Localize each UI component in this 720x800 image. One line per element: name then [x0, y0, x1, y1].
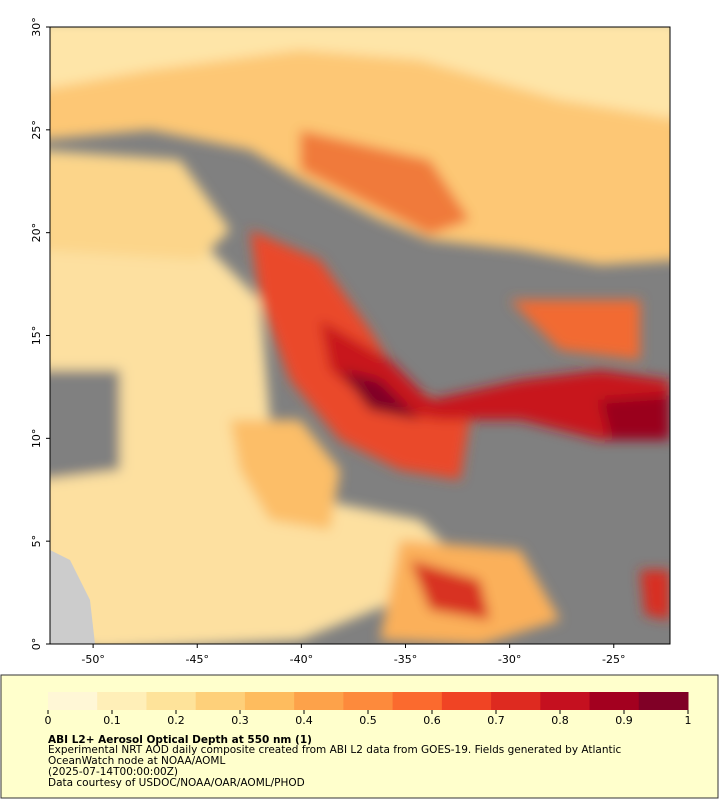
colorbar-swatch: [146, 692, 197, 710]
y-tick-label: 0°: [30, 638, 43, 651]
colorbar-swatch: [441, 692, 492, 710]
colorbar-swatch: [589, 692, 640, 710]
colorbar-tick-label: 0.2: [167, 714, 185, 727]
y-tick-label: 15°: [30, 326, 43, 346]
axes: -50° -45° -40° -35° -30° -25° 0° 5° 10° 15° 20° 25°…: [30, 17, 626, 666]
y-tick-label: 5°: [30, 535, 43, 548]
colorbar-tick-label: 0.6: [423, 714, 441, 727]
colorbar-tick-label: 0.7: [487, 714, 505, 727]
y-tick-label: 25°: [30, 120, 43, 140]
colorbar-swatch: [392, 692, 443, 710]
x-tick-label: -35°: [394, 653, 417, 666]
colorbar-swatch: [195, 692, 246, 710]
colorbar-swatch: [638, 692, 689, 710]
y-tick-label: 30°: [30, 17, 43, 37]
x-tick-label: -40°: [290, 653, 313, 666]
colorbar-tick-label: 0: [45, 714, 52, 727]
caption-line: OceanWatch node at NOAA/AOML: [48, 755, 225, 767]
colorbar-tick-label: 0.8: [551, 714, 569, 727]
colorbar-swatch: [244, 692, 295, 710]
x-tick-label: -30°: [498, 653, 521, 666]
colorbar-swatch: [540, 692, 591, 710]
colorbar-swatch: [343, 692, 394, 710]
caption-line: Experimental NRT AOD daily composite cre…: [48, 744, 622, 756]
aod-raster: [50, 27, 670, 644]
colorbar-tick-label: 0.4: [295, 714, 313, 727]
caption-line: Data courtesy of USDOC/NOAA/OAR/AOML/PHO…: [48, 777, 305, 789]
colorbar-swatch: [97, 692, 147, 710]
x-tick-label: -25°: [602, 653, 625, 666]
caption-line: (2025-07-14T00:00:00Z): [48, 766, 178, 778]
colorbar-swatch: [294, 692, 344, 710]
x-tick-label: -45°: [186, 653, 209, 666]
colorbar-swatch: [48, 692, 98, 710]
caption-title: ABI L2+ Aerosol Optical Depth at 550 nm …: [48, 734, 312, 746]
colorbar-tick-label: 0.1: [103, 714, 121, 727]
colorbar-tick-label: 0.9: [615, 714, 633, 727]
x-tick-label: -50°: [81, 653, 104, 666]
y-tick-label: 20°: [30, 223, 43, 243]
colorbar-tick-label: 1: [685, 714, 692, 727]
colorbar-tick-label: 0.5: [359, 714, 377, 727]
y-tick-label: 10°: [30, 429, 43, 449]
caption: Experimental NRT AOD daily composite cre…: [48, 744, 622, 789]
colorbar-tick-label: 0.3: [231, 714, 249, 727]
colorbar: 0 0.1 0.2 0.3 0.4 0.5 0.6 0.7 0.8 0.9 1: [45, 692, 692, 727]
colorbar-swatch: [491, 692, 541, 710]
